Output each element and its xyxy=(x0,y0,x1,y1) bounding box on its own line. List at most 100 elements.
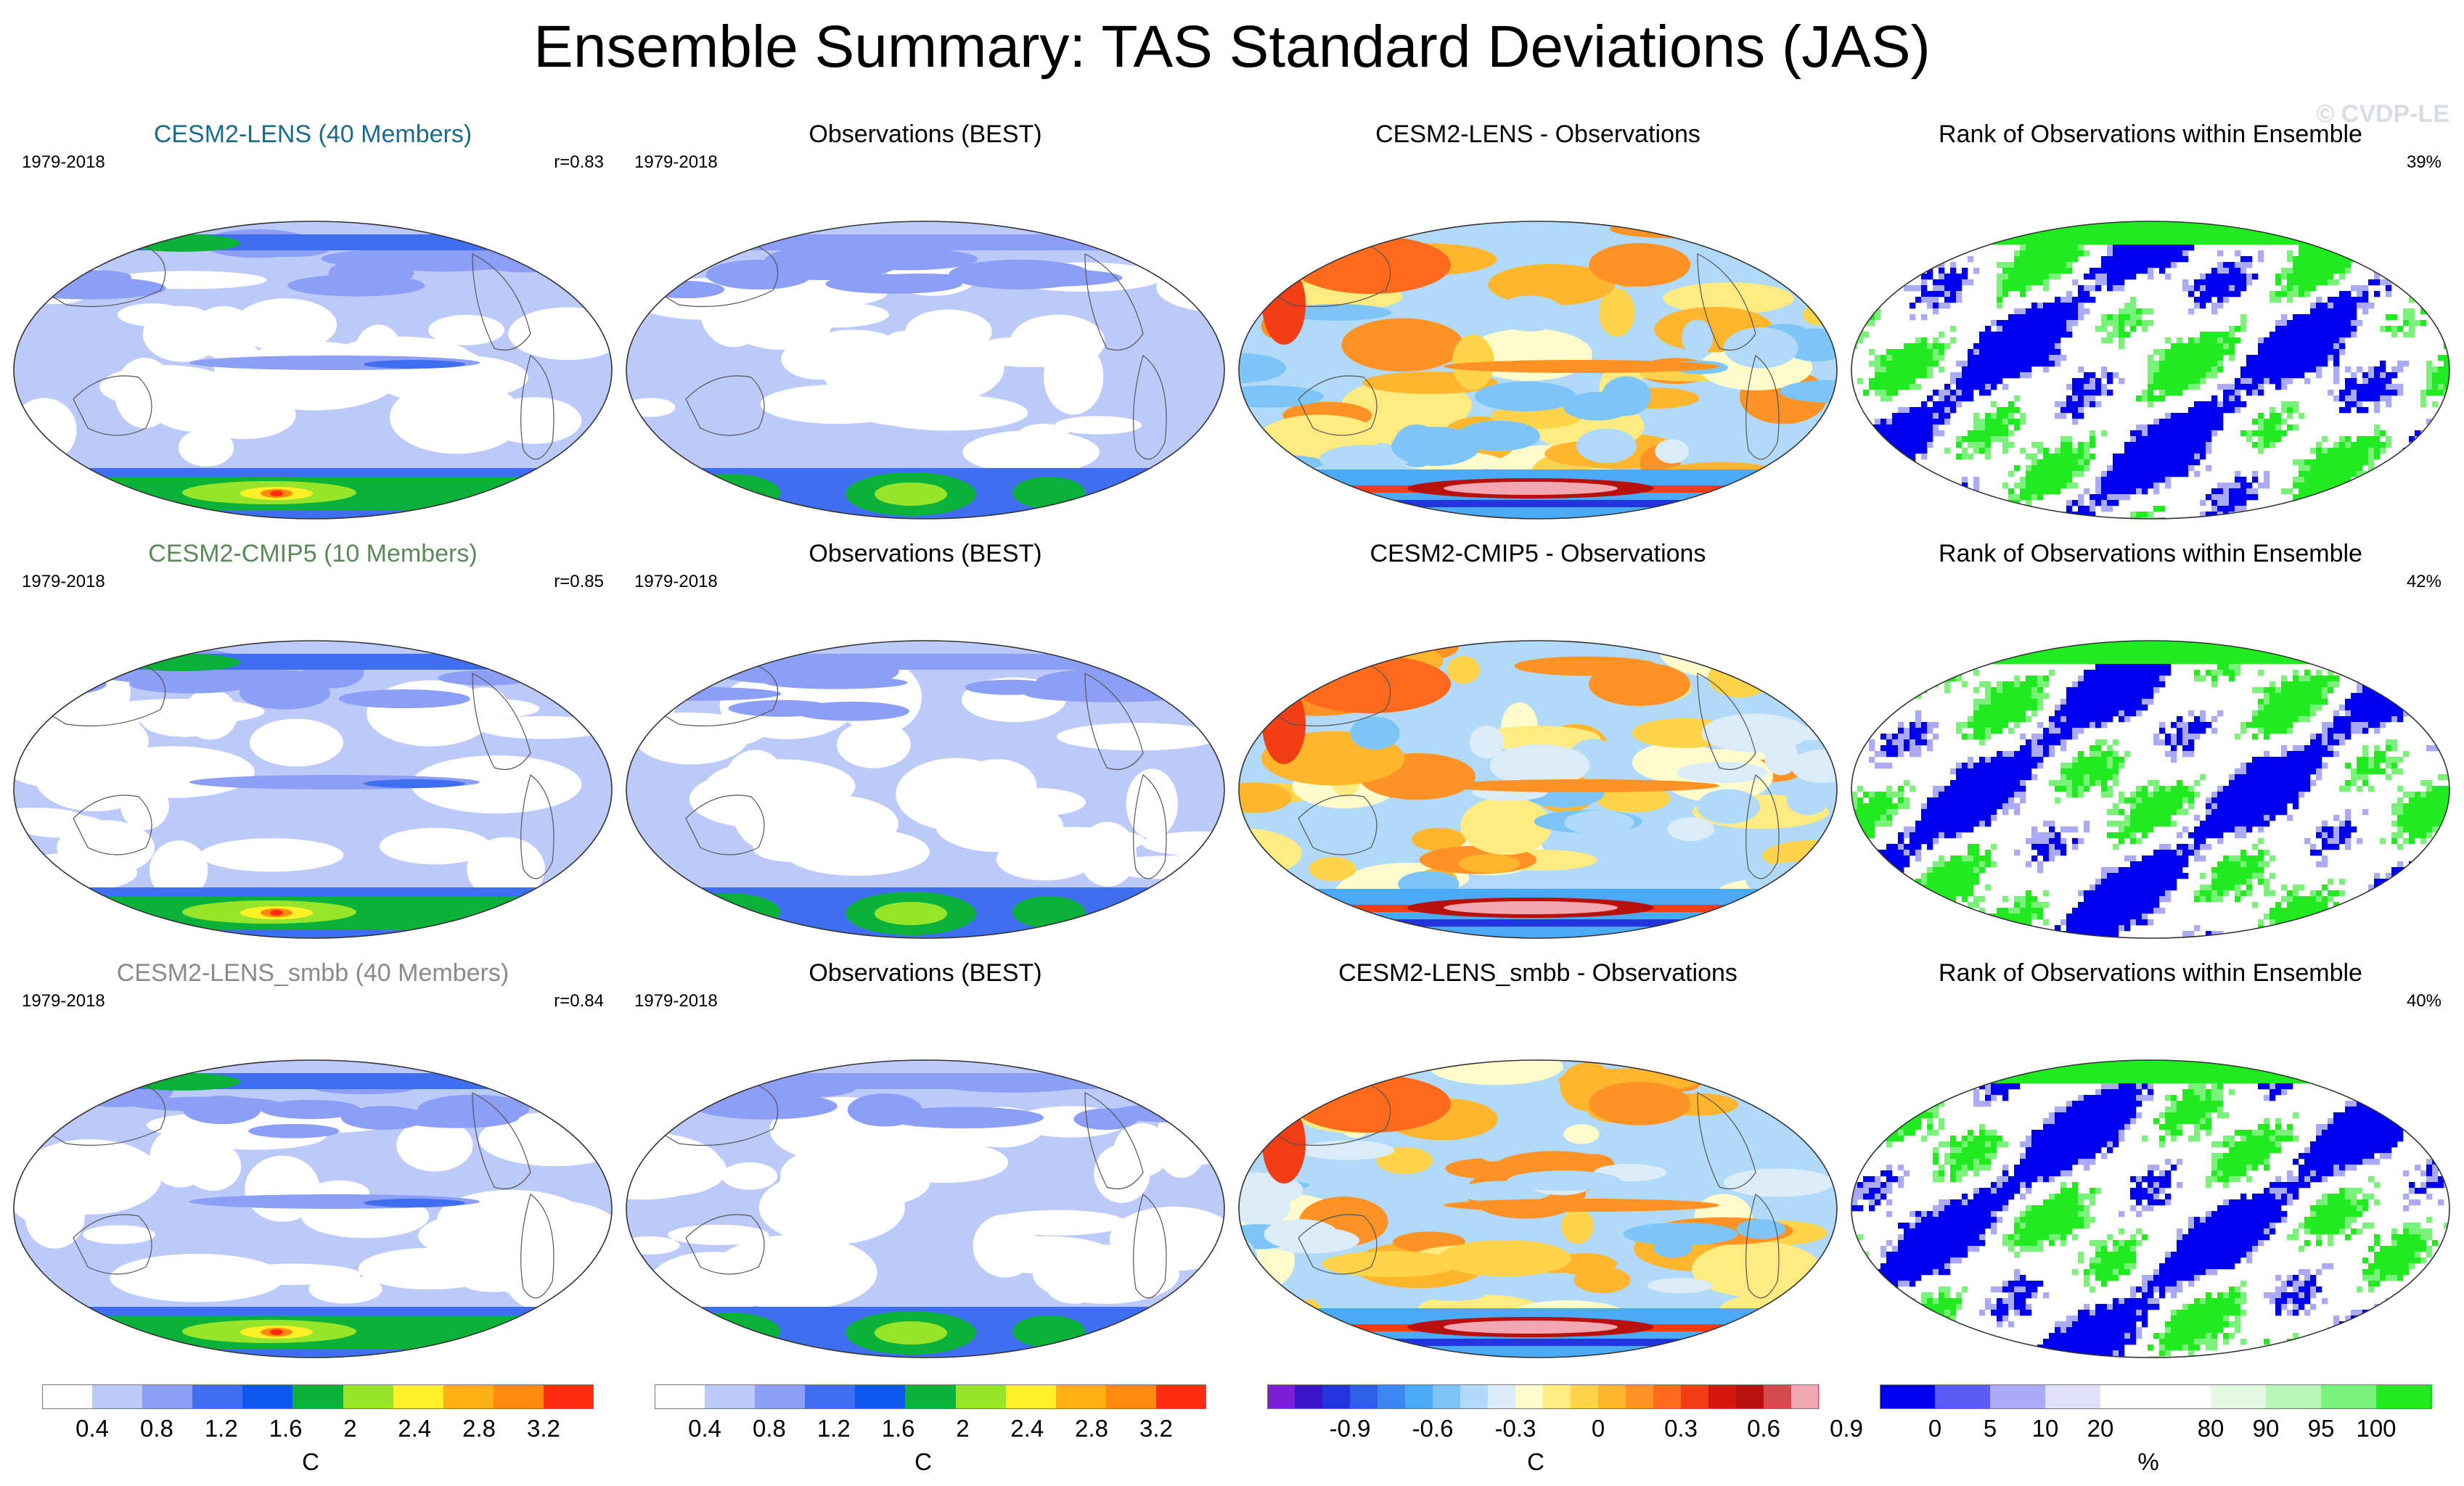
rank-cell xyxy=(2269,658,2276,665)
rank-cell xyxy=(2002,436,2009,443)
rank-cell xyxy=(2333,710,2340,717)
rank-cell xyxy=(2049,477,2055,483)
rank-cell xyxy=(2252,419,2259,425)
rank-cell xyxy=(2426,239,2433,245)
rank-cell xyxy=(2200,710,2206,717)
rank-cell xyxy=(1944,448,1951,454)
rank-cell xyxy=(2008,285,2015,292)
rank-cell xyxy=(2357,757,2363,763)
rank-cell xyxy=(1921,670,1928,676)
rank-cell xyxy=(2328,390,2334,396)
rank-cell xyxy=(2101,239,2108,245)
rank-cell xyxy=(2090,500,2096,506)
rank-cell xyxy=(2235,395,2241,402)
rank-cell xyxy=(2397,494,2404,501)
rank-cell xyxy=(2386,488,2392,495)
rank-cell xyxy=(2049,221,2055,228)
rank-cell xyxy=(2293,710,2299,717)
rank-cell xyxy=(2107,245,2113,251)
rank-cell xyxy=(2415,233,2421,239)
rank-cell xyxy=(2345,436,2352,443)
rank-cell xyxy=(2281,407,2288,414)
rank-cell xyxy=(2223,646,2230,653)
rank-cell xyxy=(2148,664,2154,670)
rank-cell xyxy=(1857,658,1864,665)
rank-cell xyxy=(2060,332,2067,338)
rank-cell xyxy=(2391,488,2398,495)
rank-cell xyxy=(2426,262,2433,268)
rank-cell xyxy=(2090,297,2096,303)
rank-cell xyxy=(2182,436,2189,443)
rank-cell xyxy=(2240,780,2247,787)
field-blob xyxy=(1495,295,1565,332)
rank-cell xyxy=(1915,670,1922,676)
rank-cell xyxy=(1985,326,1992,332)
rank-cell xyxy=(2171,797,2177,804)
rank-cell xyxy=(2397,221,2404,228)
rank-cell xyxy=(2060,705,2067,711)
rank-cell xyxy=(1915,448,1922,454)
rank-cell xyxy=(2403,652,2410,659)
rank-cell xyxy=(1956,786,1962,792)
rank-cell xyxy=(2333,268,2340,274)
rank-cell xyxy=(1875,436,1881,443)
rank-cell xyxy=(2444,372,2449,379)
rank-cell xyxy=(1985,728,1992,734)
rank-cell xyxy=(1979,658,1986,665)
rank-cell xyxy=(2217,641,2224,647)
rank-cell xyxy=(2362,384,2369,390)
antarctic-field xyxy=(1012,896,1085,928)
rank-cell xyxy=(1910,728,1916,734)
rank-cell xyxy=(2229,646,2235,653)
rank-cell xyxy=(2246,780,2253,787)
rank-cell xyxy=(1921,274,1928,280)
rank-cell xyxy=(2002,372,2009,379)
rank-cell xyxy=(2078,751,2084,758)
rank-cell xyxy=(2060,734,2067,740)
rank-cell xyxy=(2148,512,2154,518)
rank-cell xyxy=(2397,233,2404,239)
rank-cell xyxy=(2060,780,2067,787)
field-blob xyxy=(629,245,708,261)
rank-cell xyxy=(2031,233,2038,239)
rank-cell xyxy=(2177,233,2183,239)
rank-cell xyxy=(2060,699,2067,705)
rank-cell xyxy=(2438,256,2444,263)
rank-cell xyxy=(2043,652,2050,659)
rank-cell xyxy=(2194,471,2201,477)
rank-cell xyxy=(2211,506,2218,512)
rank-cell xyxy=(2223,670,2230,676)
rank-cell xyxy=(1927,517,1933,519)
rank-cell xyxy=(2293,320,2299,327)
rank-cell xyxy=(2269,641,2276,647)
rank-cell xyxy=(2368,722,2375,728)
rank-cell xyxy=(2188,239,2195,245)
rank-cell xyxy=(2020,646,2026,653)
rank-cell xyxy=(1851,245,1858,251)
rank-cell xyxy=(1962,227,1968,234)
rank-cell xyxy=(1875,361,1881,367)
rank-cell xyxy=(2182,641,2189,647)
rank-cell xyxy=(1880,664,1887,670)
rank-cell xyxy=(2049,303,2055,309)
rank-cell xyxy=(1898,419,1904,425)
rank-cell xyxy=(1915,419,1922,425)
rank-cell xyxy=(2438,453,2444,460)
rank-cell xyxy=(1939,797,1945,804)
rank-cell xyxy=(2345,448,2352,454)
rank-cell xyxy=(2426,372,2433,379)
rank-cell xyxy=(1991,424,1997,431)
rank-cell xyxy=(2351,705,2357,711)
rank-cell xyxy=(2258,786,2264,792)
rank-cell xyxy=(1886,465,1893,472)
rank-cell xyxy=(2235,780,2241,787)
rank-cell xyxy=(2328,676,2334,682)
rank-cell xyxy=(2043,471,2050,477)
rank-cell xyxy=(2310,705,2317,711)
rank-cell xyxy=(2037,256,2044,263)
rank-cell xyxy=(2090,670,2096,676)
rank-cell xyxy=(2194,355,2201,361)
rank-cell xyxy=(1985,658,1992,665)
rank-cell xyxy=(1904,436,1910,443)
rank-cell xyxy=(2084,233,2090,239)
